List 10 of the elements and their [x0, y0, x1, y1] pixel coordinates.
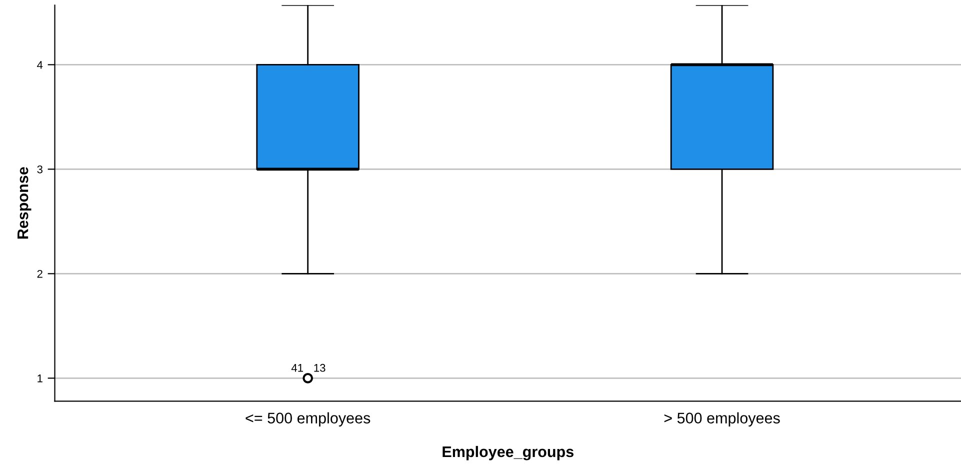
x-axis-title: Employee_groups [442, 446, 574, 460]
annotation: 13 [314, 364, 326, 372]
y-axis-title: Response [18, 167, 32, 239]
x-tick-label: <= 500 employees [246, 412, 370, 427]
y-tick-label: 3 [37, 165, 42, 174]
y-tick-label: 4 [37, 61, 43, 69]
y-tick-label: 2 [37, 270, 42, 278]
y-tick-label: 1 [38, 374, 42, 382]
x-tick-label: > 500 employees [664, 412, 780, 427]
annotation: 41 [291, 364, 303, 372]
